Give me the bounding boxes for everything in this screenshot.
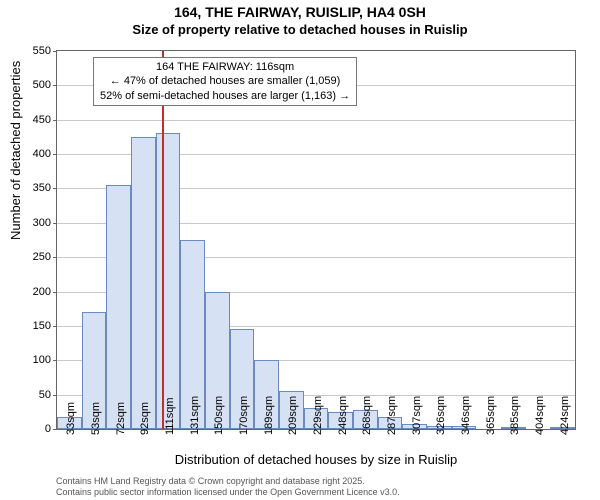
y-tick-label: 500 xyxy=(33,79,57,91)
x-tick-label: 326sqm xyxy=(435,396,447,435)
footer-line: Contains public sector information licen… xyxy=(56,487,400,498)
annotation-line: 52% of semi-detached houses are larger (… xyxy=(100,89,350,103)
x-tick-label: 307sqm xyxy=(411,396,423,435)
x-tick-label: 209sqm xyxy=(287,396,299,435)
footer-line: Contains HM Land Registry data © Crown c… xyxy=(56,476,400,487)
x-tick-label: 385sqm xyxy=(509,396,521,435)
x-tick-label: 111sqm xyxy=(164,397,176,435)
x-axis-label: Distribution of detached houses by size … xyxy=(56,452,576,467)
page-subtitle: Size of property relative to detached ho… xyxy=(0,22,600,37)
y-tick-label: 100 xyxy=(33,354,57,366)
x-tick-label: 170sqm xyxy=(238,396,250,435)
x-tick-label: 287sqm xyxy=(386,396,398,435)
y-tick-label: 550 xyxy=(33,45,57,57)
x-tick-label: 33sqm xyxy=(65,402,77,435)
x-tick-label: 72sqm xyxy=(115,402,127,435)
x-tick-label: 248sqm xyxy=(337,396,349,435)
x-tick-label: 424sqm xyxy=(559,396,571,435)
y-tick-label: 450 xyxy=(33,114,57,126)
y-tick-label: 150 xyxy=(33,320,57,332)
annotation-box: 164 THE FAIRWAY: 116sqm ← 47% of detache… xyxy=(93,57,357,106)
x-tick-label: 346sqm xyxy=(460,396,472,435)
chart-plot-area: 05010015020025030035040045050055033sqm53… xyxy=(56,50,576,430)
footer-attribution: Contains HM Land Registry data © Crown c… xyxy=(56,476,400,498)
histogram-bar xyxy=(106,185,131,429)
page-title: 164, THE FAIRWAY, RUISLIP, HA4 0SH xyxy=(0,4,600,20)
y-tick-label: 350 xyxy=(33,182,57,194)
annotation-line: 164 THE FAIRWAY: 116sqm xyxy=(100,60,350,74)
gridline xyxy=(57,120,575,121)
y-tick-label: 50 xyxy=(39,389,57,401)
x-tick-label: 365sqm xyxy=(485,396,497,435)
y-tick-label: 200 xyxy=(33,286,57,298)
marker-line xyxy=(162,51,164,429)
x-tick-label: 189sqm xyxy=(263,396,275,435)
histogram-bar xyxy=(156,133,181,429)
y-tick-label: 250 xyxy=(33,251,57,263)
x-tick-label: 404sqm xyxy=(534,396,546,435)
y-tick-label: 300 xyxy=(33,217,57,229)
x-tick-label: 131sqm xyxy=(189,396,201,435)
histogram-bar xyxy=(131,137,156,429)
x-tick-label: 268sqm xyxy=(361,396,373,435)
annotation-line: ← 47% of detached houses are smaller (1,… xyxy=(100,74,350,88)
x-tick-label: 229sqm xyxy=(312,396,324,435)
y-axis-label: Number of detached properties xyxy=(8,61,23,240)
x-tick-label: 53sqm xyxy=(90,402,102,435)
y-tick-label: 0 xyxy=(45,423,57,435)
y-tick-label: 400 xyxy=(33,148,57,160)
x-tick-label: 150sqm xyxy=(213,396,225,435)
x-tick-label: 92sqm xyxy=(139,402,151,435)
